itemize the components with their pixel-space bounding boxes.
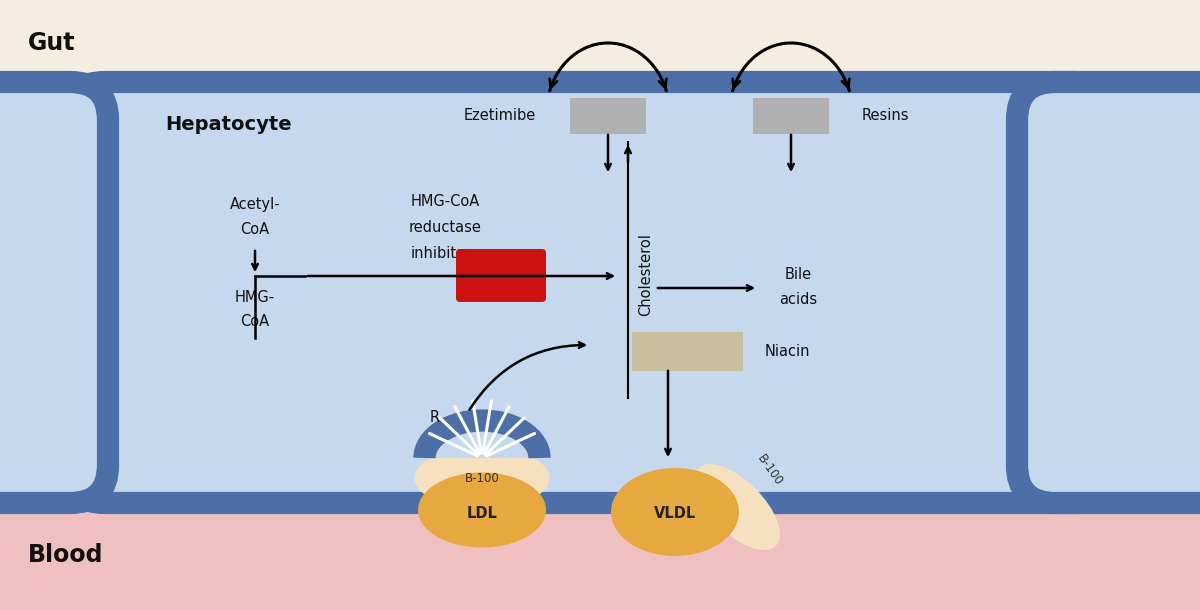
Wedge shape bbox=[425, 401, 540, 458]
FancyBboxPatch shape bbox=[456, 249, 546, 302]
Polygon shape bbox=[0, 492, 1200, 610]
Text: acids: acids bbox=[779, 293, 817, 307]
Text: B-100: B-100 bbox=[464, 472, 499, 484]
Text: inhibitors: inhibitors bbox=[410, 246, 480, 262]
FancyBboxPatch shape bbox=[67, 82, 1114, 503]
Ellipse shape bbox=[414, 447, 550, 509]
Ellipse shape bbox=[694, 464, 780, 550]
Text: Bile: Bile bbox=[785, 268, 811, 282]
Text: HMG-CoA: HMG-CoA bbox=[410, 195, 480, 209]
Text: CoA: CoA bbox=[240, 315, 270, 329]
FancyBboxPatch shape bbox=[1018, 82, 1200, 503]
Text: Hepatocyte: Hepatocyte bbox=[166, 115, 292, 134]
Ellipse shape bbox=[611, 468, 739, 556]
Text: B-100: B-100 bbox=[755, 452, 785, 488]
FancyBboxPatch shape bbox=[0, 82, 108, 503]
Text: LDL: LDL bbox=[467, 506, 498, 520]
Text: Gut: Gut bbox=[28, 31, 76, 55]
FancyBboxPatch shape bbox=[632, 332, 743, 371]
Polygon shape bbox=[0, 82, 1200, 112]
Text: Resins: Resins bbox=[862, 109, 910, 123]
Text: reductase: reductase bbox=[408, 220, 481, 235]
FancyBboxPatch shape bbox=[570, 98, 646, 134]
Polygon shape bbox=[0, 0, 1200, 85]
FancyBboxPatch shape bbox=[754, 98, 829, 134]
Text: Ezetimibe: Ezetimibe bbox=[464, 109, 536, 123]
Ellipse shape bbox=[418, 473, 546, 548]
Text: R: R bbox=[430, 411, 440, 426]
Polygon shape bbox=[0, 82, 1200, 495]
Text: VLDL: VLDL bbox=[654, 506, 696, 522]
Text: Blood: Blood bbox=[28, 543, 103, 567]
Text: HMG-: HMG- bbox=[235, 290, 275, 306]
Text: Acetyl-: Acetyl- bbox=[229, 198, 281, 212]
Text: Niacin: Niacin bbox=[766, 344, 810, 359]
Text: Cholesterol: Cholesterol bbox=[638, 234, 653, 317]
Text: CoA: CoA bbox=[240, 223, 270, 237]
